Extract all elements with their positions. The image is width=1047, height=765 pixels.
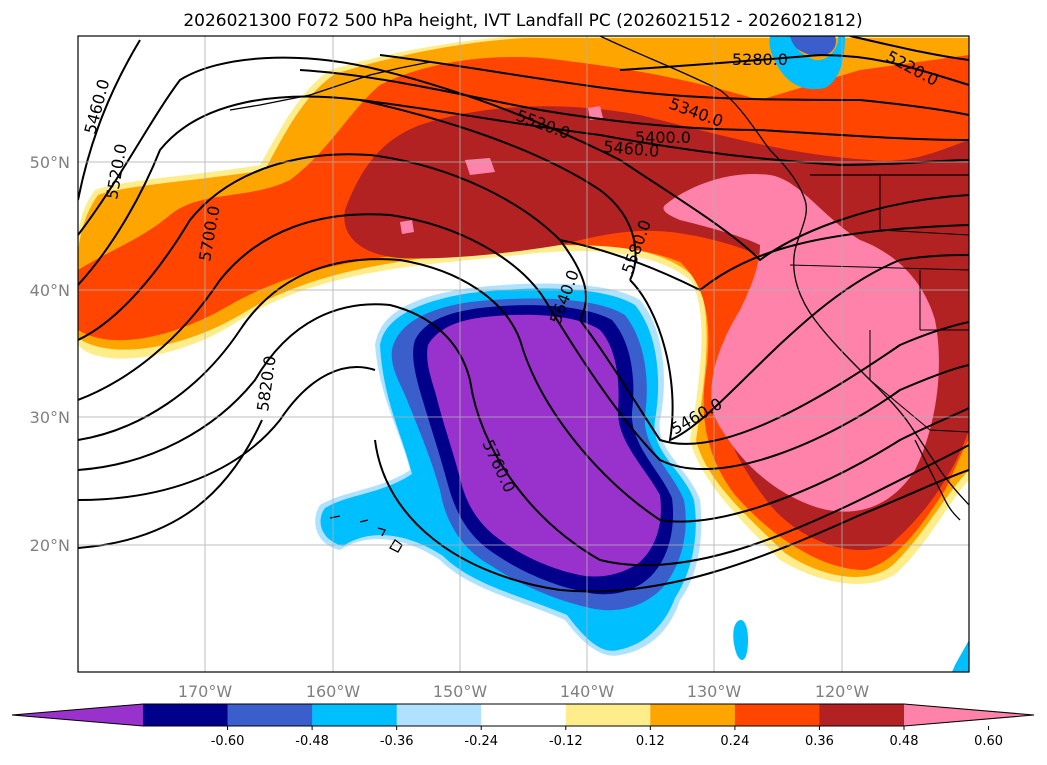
colorbar-tick-label: 0.36 <box>805 734 834 749</box>
contour-label: 5460.0 <box>603 137 660 161</box>
contour-line <box>849 36 969 61</box>
contour-line <box>619 53 969 86</box>
contour-line <box>519 339 969 523</box>
contour-label: 5280.0 <box>732 50 788 69</box>
map-panel: 5280.0 5220.0 5460.0 5520.0 5400.0 5340.… <box>78 36 969 672</box>
contour-line <box>469 379 969 567</box>
contour-line <box>579 319 969 445</box>
shade-small-cyan <box>733 620 748 660</box>
lat-axis: 50°N 40°N 30°N 20°N <box>30 153 70 555</box>
contour-line <box>559 224 969 292</box>
colorbar-extend-high <box>904 704 1034 726</box>
coastline-baja <box>914 439 961 521</box>
contour-line <box>299 69 969 141</box>
contour-line <box>78 258 521 441</box>
gridlines <box>78 36 969 672</box>
shade-pink <box>663 174 939 512</box>
colorbar-segment <box>819 704 905 726</box>
ivt-negative-shading <box>315 36 969 672</box>
contour-line <box>379 54 969 116</box>
coastline-alaska-islands <box>229 61 431 111</box>
colorbar-segment <box>312 704 398 726</box>
lon-axis: 170°W 160°W 150°W 140°W 130°W 120°W <box>178 682 870 701</box>
shade-corner-cyan <box>952 640 969 672</box>
colorbar-tick-label: -0.36 <box>380 734 414 749</box>
colorbar-segment <box>396 704 482 726</box>
contour-line <box>629 254 969 442</box>
contour-line <box>78 153 587 341</box>
colorbar-tick-label: 0.24 <box>720 734 749 749</box>
colorbar-segment <box>734 704 820 726</box>
border-states <box>789 175 969 433</box>
lon-tick-label: 140°W <box>560 682 615 701</box>
colorbar-tick-label: 0.48 <box>890 734 919 749</box>
contour-line <box>78 56 621 236</box>
colorbar-tick-label: -0.60 <box>211 734 245 749</box>
map-frame <box>77 35 970 673</box>
lon-tick-label: 160°W <box>306 682 361 701</box>
colorbar-tick-label: -0.12 <box>549 734 583 749</box>
contour-line <box>359 99 969 167</box>
coastline-hawaii <box>329 515 403 553</box>
figure-title: 2026021300 F072 500 hPa height, IVT Land… <box>183 11 862 31</box>
colorbar-extend-low <box>12 704 143 726</box>
colorbar-tick-label: -0.24 <box>464 734 498 749</box>
colorbar-tick-label: 0.12 <box>636 734 665 749</box>
colorbar-tick-label: 0.60 <box>974 734 1003 749</box>
contour-line <box>78 213 546 401</box>
contour-line <box>374 439 969 593</box>
colorbar-tick-label: -0.48 <box>295 734 329 749</box>
contour-line <box>78 303 471 471</box>
contour-line <box>619 159 969 262</box>
lon-tick-label: 130°W <box>687 682 742 701</box>
contour-line <box>78 95 637 286</box>
colorbar-segment <box>227 704 313 726</box>
coastline-north-america <box>599 36 969 506</box>
shade-top-cyan <box>769 36 845 90</box>
colorbar-segment <box>565 704 651 726</box>
lat-tick-label: 50°N <box>30 153 70 172</box>
lon-tick-label: 120°W <box>815 682 870 701</box>
lon-tick-label: 150°W <box>433 682 488 701</box>
contour-line <box>78 419 263 549</box>
lat-tick-label: 40°N <box>30 281 70 300</box>
colorbar-segment <box>481 704 567 726</box>
contour-label: 5400.0 <box>635 128 691 147</box>
lat-tick-label: 30°N <box>30 408 70 427</box>
colorbar-segment <box>650 704 736 726</box>
ivt-positive-shading <box>78 36 969 584</box>
shade-purple <box>427 314 661 577</box>
shade-top-blue <box>789 36 836 57</box>
colorbar-segment <box>143 704 229 726</box>
contour-line <box>78 39 141 201</box>
height-contours <box>78 36 969 593</box>
colorbar: -0.60 -0.48 -0.36 -0.24 -0.12 0.12 0.24 0.36 0.4… <box>11 703 1035 749</box>
lon-tick-label: 170°W <box>178 682 233 701</box>
contour-line <box>544 299 969 470</box>
contour-line <box>78 366 376 501</box>
lat-tick-label: 20°N <box>30 536 70 555</box>
coastlines <box>229 36 969 553</box>
